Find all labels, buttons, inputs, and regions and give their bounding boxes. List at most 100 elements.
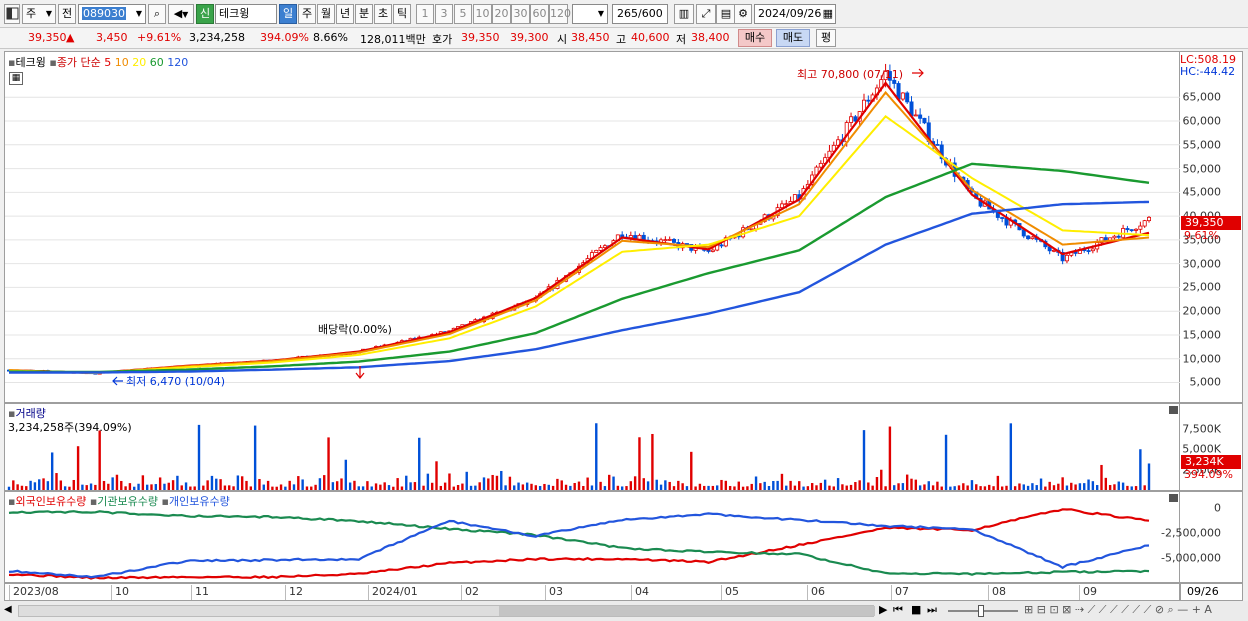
stock-name-field[interactable]: 테크윙: [215, 4, 277, 24]
tick-tab-6[interactable]: 60: [530, 4, 549, 24]
grid-toggle-icon[interactable]: ▦: [9, 72, 23, 85]
tick-tab-1[interactable]: 3: [435, 4, 453, 24]
volume-bar: [38, 479, 41, 490]
volume-bar: [400, 486, 404, 490]
price-y-axis[interactable]: LC:508.19 HC:-44.42 65,000 60,000 55,000 50…: [1180, 51, 1243, 403]
volume-bar: [750, 483, 753, 490]
bid-price: 39,300: [510, 31, 549, 44]
candle-type-icon[interactable]: ▥: [674, 4, 694, 24]
high-price: 40,600: [631, 31, 670, 44]
volume-bars: [7, 423, 1151, 490]
play-first-icon[interactable]: ⏮: [893, 603, 903, 616]
chart-tool-icon[interactable]: ⟋: [1121, 603, 1133, 616]
tick-tab-7[interactable]: 120: [549, 4, 571, 24]
price-y-tick: 45,000: [1182, 185, 1222, 199]
volume-bar: [409, 482, 412, 490]
candle: [667, 236, 672, 241]
volume-bar: [344, 459, 348, 490]
chart-tool-icon[interactable]: ⟋: [1143, 603, 1155, 616]
chart-tool-icon[interactable]: ⟋: [1087, 603, 1099, 616]
drawing-tool-icon[interactable]: ⤢: [696, 4, 716, 24]
chart-tool-icon[interactable]: ⊠: [1062, 603, 1075, 616]
period-tab-3[interactable]: 년: [336, 4, 354, 24]
bar-count-input[interactable]: 265/600: [612, 4, 668, 24]
tick-tab-5[interactable]: 30: [511, 4, 530, 24]
period-tab-0[interactable]: 일: [279, 4, 297, 24]
scrollbar-thumb[interactable]: [499, 606, 875, 616]
pane-close-icon[interactable]: [1169, 406, 1178, 414]
chart-tool-icon[interactable]: ⟋: [1132, 603, 1144, 616]
date-input[interactable]: 2024/09/26 ▦: [754, 4, 836, 24]
chart-tool-icon[interactable]: ⇢: [1074, 603, 1088, 616]
period-tab-1[interactable]: 주: [298, 4, 316, 24]
chart-tool-icon[interactable]: ⊡: [1049, 603, 1063, 616]
tick-tab-3[interactable]: 10: [473, 4, 492, 24]
volume-bar: [176, 475, 179, 490]
volume-bar: [616, 485, 620, 490]
play-last-icon[interactable]: ⏭: [927, 603, 937, 616]
scroll-left-icon[interactable]: ◀: [4, 604, 12, 615]
stock-code-input[interactable]: 089030 ▼: [78, 4, 146, 24]
price-y-tick: 55,000: [1182, 138, 1222, 152]
search-icon[interactable]: ⌕: [148, 4, 166, 24]
pane-close-icon[interactable]: [1169, 494, 1178, 502]
period-tab-5[interactable]: 초: [374, 4, 392, 24]
speaker-icon[interactable]: ◀▼: [168, 4, 194, 24]
volume-bar: [1000, 486, 1004, 490]
volume-bar: [1013, 486, 1017, 490]
holdings-pane[interactable]: ▪외국인보유수량 ▪기관보유수량 ▪개인보유수량: [4, 491, 1180, 583]
volume-bar: [318, 478, 322, 490]
interval-select[interactable]: ▼: [572, 4, 608, 24]
volume-bar: [564, 484, 568, 490]
chart-tool-icon[interactable]: ⟋: [1110, 603, 1122, 616]
volume-bar: [133, 486, 136, 490]
volume-bar: [180, 485, 183, 490]
buy-button[interactable]: 매수: [738, 29, 772, 47]
volume-bar: [353, 480, 356, 490]
candle: [918, 108, 923, 124]
chart-tool-icon[interactable]: A: [1204, 603, 1212, 616]
chart-tool-icon[interactable]: ⌕: [1167, 603, 1178, 616]
layout-icon[interactable]: [4, 4, 20, 24]
tick-tab-4[interactable]: 20: [492, 4, 511, 24]
stop-icon[interactable]: ■: [911, 603, 922, 616]
low-annotation: 최저 6,470 (10/04): [126, 375, 226, 388]
prev-stock-button[interactable]: 전: [58, 4, 76, 24]
period-tab-2[interactable]: 월: [317, 4, 335, 24]
scrollbar-track[interactable]: [18, 605, 875, 617]
calendar-icon[interactable]: ▦: [822, 7, 833, 20]
volume-bar: [767, 486, 771, 490]
zoom-slider-handle[interactable]: [978, 605, 984, 617]
ma-line-5: [8, 81, 1150, 375]
chart-tool-icon[interactable]: ⊞: [1024, 603, 1037, 616]
period-tab-4[interactable]: 분: [355, 4, 373, 24]
price-pane[interactable]: ▪테크윙 ▪종가 단순 5 10 20 60 120 ▦ 최고 70,800 (…: [4, 51, 1181, 403]
up-arrow-icon: ▲: [66, 31, 75, 44]
gear-icon[interactable]: ⚙: [734, 4, 752, 24]
volume-bar: [612, 476, 615, 490]
volume-bar: [1065, 485, 1069, 490]
volume-bar: [910, 478, 913, 490]
volume-bar: [141, 475, 145, 490]
last-pct-tag: 9.61%: [1184, 229, 1219, 242]
period-tab-6[interactable]: 틱: [393, 4, 411, 24]
chart-tool-icon[interactable]: ⟋: [1098, 603, 1110, 616]
tick-tab-0[interactable]: 1: [416, 4, 434, 24]
volume-bar: [163, 483, 166, 490]
volume-pane[interactable]: ▪거래량 3,234,258주(394.09%): [4, 403, 1180, 491]
sell-button[interactable]: 매도: [776, 29, 810, 47]
scroll-right-icon[interactable]: ▶: [879, 603, 888, 616]
volume-bar: [836, 478, 840, 490]
chart-tool-icon[interactable]: ⊟: [1036, 603, 1050, 616]
chart-tool-icon[interactable]: +: [1191, 603, 1205, 616]
chart-tool-icon[interactable]: —: [1177, 603, 1192, 616]
volume-bar: [206, 480, 209, 490]
evaluate-button[interactable]: 평: [816, 29, 836, 47]
volume-bar: [310, 486, 313, 490]
save-icon[interactable]: ▤: [716, 4, 736, 24]
ask-price: 39,350: [461, 31, 500, 44]
volume-bar: [327, 437, 330, 490]
market-type-select[interactable]: 주 ▼: [22, 4, 56, 24]
chart-tool-icon[interactable]: ⊘: [1154, 603, 1168, 616]
tick-tab-2[interactable]: 5: [454, 4, 472, 24]
